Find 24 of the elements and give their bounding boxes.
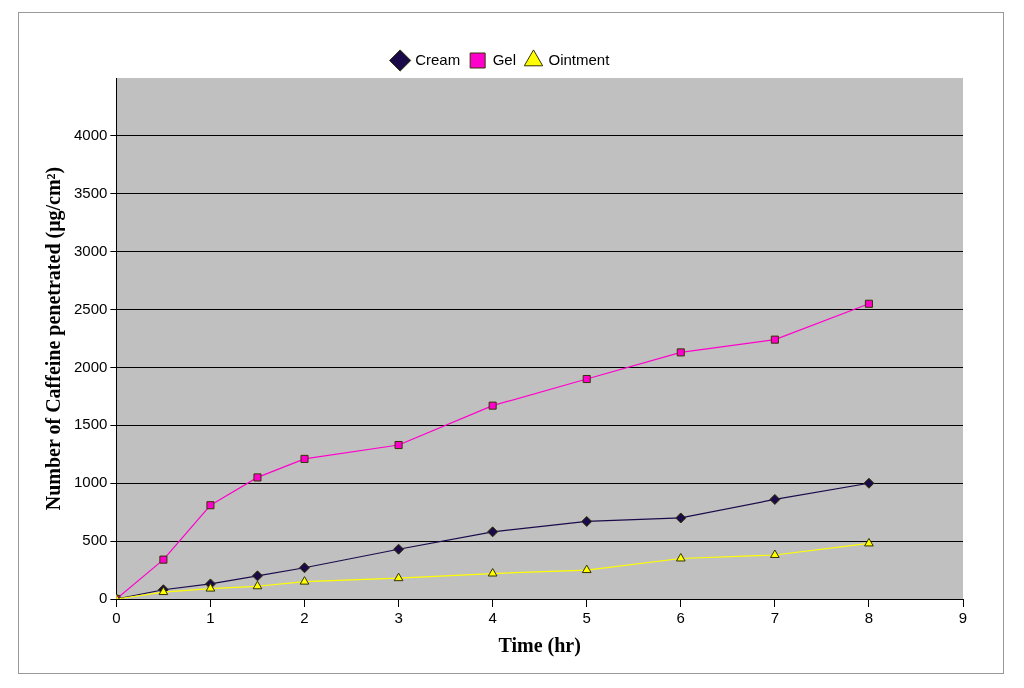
x-tick-label: 4: [488, 609, 497, 627]
x-tick-label: 1: [206, 609, 215, 627]
x-tick-label: 0: [112, 609, 121, 627]
x-tick-label: 9: [958, 609, 968, 627]
x-axis-title: Time (hr): [498, 634, 581, 658]
x-tick-label: 8: [864, 609, 874, 627]
y-tick-label: 3000: [73, 241, 108, 259]
y-tick-label: 1000: [73, 473, 108, 491]
y-tick-label: 2000: [73, 357, 108, 375]
y-tick-label: 500: [82, 531, 108, 549]
y-tick-label: 1500: [73, 415, 108, 433]
y-tick-label: 4000: [73, 126, 108, 144]
x-tick-label: 5: [582, 609, 591, 627]
y-tick-label: 3500: [73, 183, 108, 201]
x-tick-label: 2: [300, 609, 309, 627]
legend-label: Cream: [415, 50, 461, 68]
legend-label: Ointment: [548, 50, 611, 68]
x-tick-label: 3: [394, 609, 403, 627]
y-axis-title: Number of Caffeine penetrated (μg/cm²): [42, 166, 66, 511]
x-tick-label: 6: [676, 609, 685, 627]
y-tick-label: 0: [99, 589, 108, 607]
y-tick-label: 2500: [73, 299, 108, 317]
x-tick-label: 7: [770, 609, 780, 627]
legend-label: Gel: [492, 50, 516, 68]
